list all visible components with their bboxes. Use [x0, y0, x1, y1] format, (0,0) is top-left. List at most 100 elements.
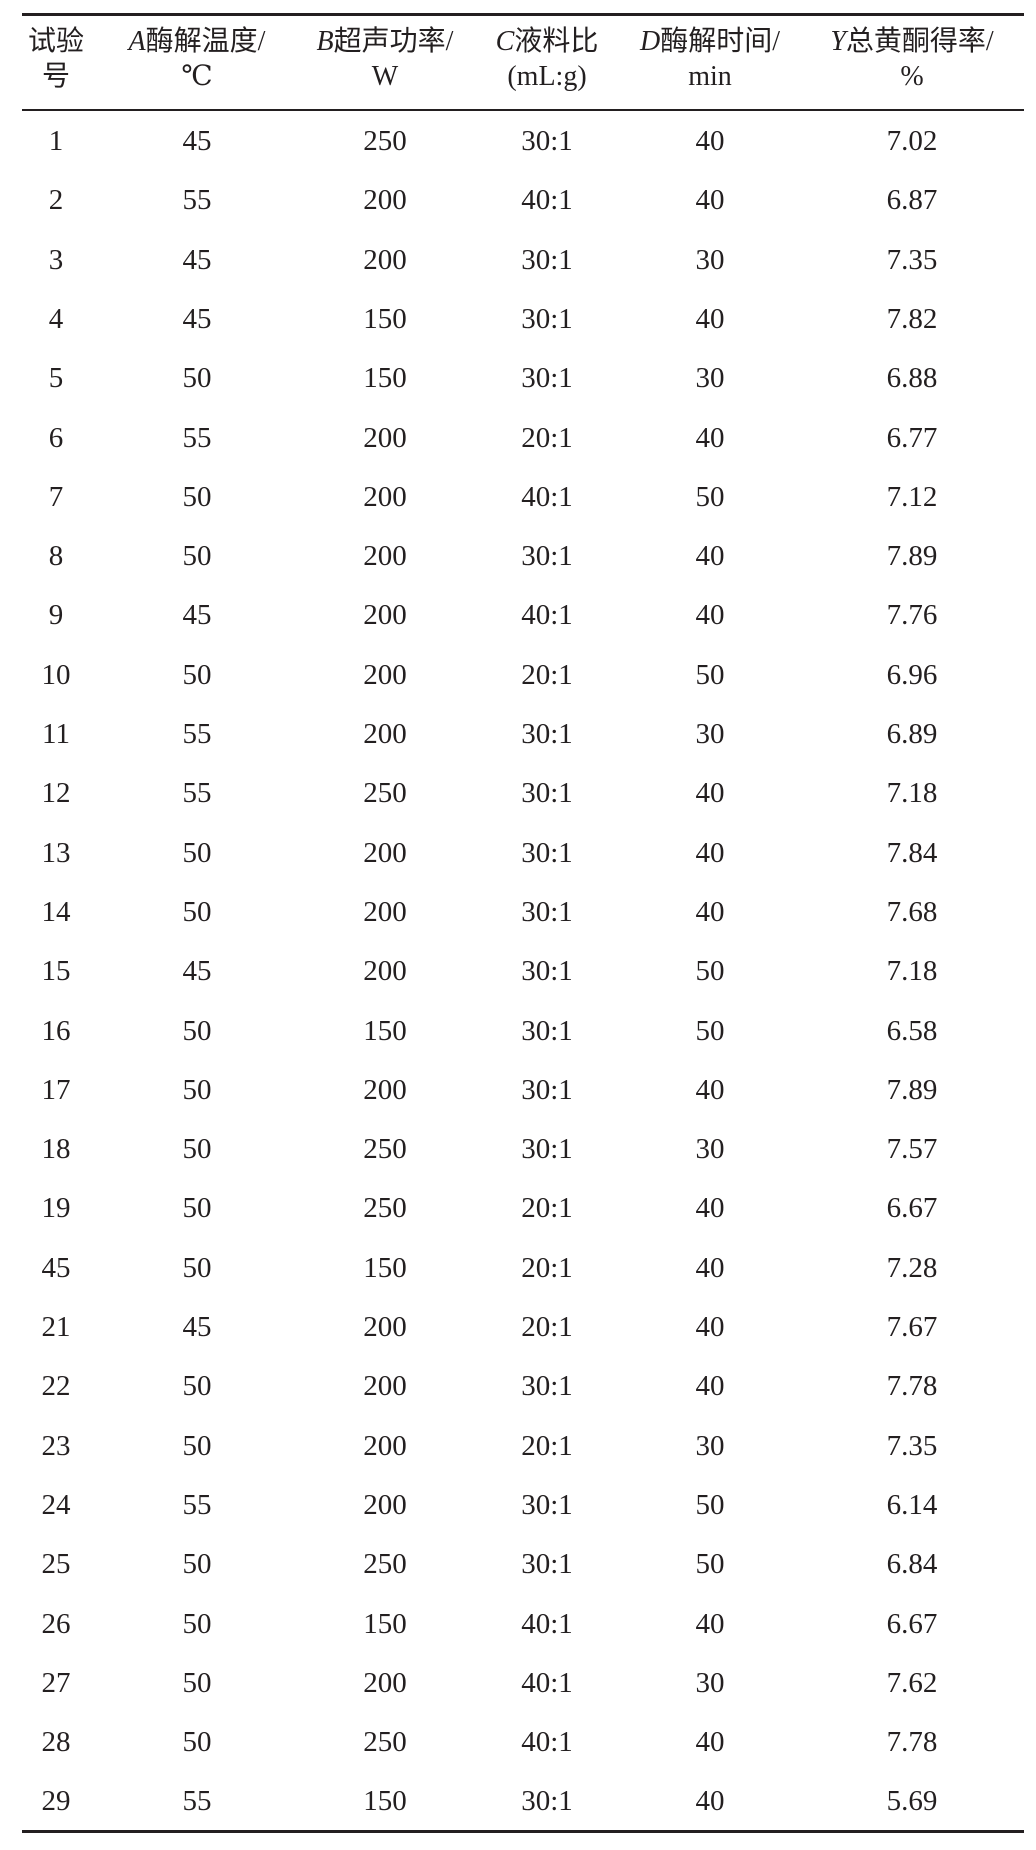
- cell-power: 200: [363, 480, 407, 513]
- cell-trial-no: 5: [48, 362, 64, 395]
- cell-trial-no: 14: [41, 895, 71, 928]
- cell-yield: 7.82: [886, 302, 938, 335]
- header-line2: min: [688, 61, 732, 92]
- cell-power: 250: [363, 777, 407, 810]
- header-line2: W: [371, 61, 399, 92]
- cell-ratio: 30:1: [521, 1073, 573, 1106]
- table-row: 26 50 150 40:1 40 6.67: [0, 1595, 1036, 1654]
- cell-time: 40: [695, 836, 725, 869]
- cell-temperature: 50: [182, 1014, 212, 1047]
- table-top-rule: [22, 13, 1024, 16]
- cell-power: 250: [363, 1548, 407, 1581]
- table-row: 29 55 150 30:1 40 5.69: [0, 1772, 1036, 1831]
- cell-power: 200: [363, 421, 407, 454]
- cell-trial-no: 23: [41, 1429, 71, 1462]
- cell-yield: 6.58: [886, 1014, 938, 1047]
- cell-ratio: 40:1: [521, 1726, 573, 1759]
- cell-time: 40: [695, 1251, 725, 1284]
- cell-power: 250: [363, 1726, 407, 1759]
- header-line2: 号: [41, 61, 71, 92]
- cell-time: 40: [695, 540, 725, 573]
- cell-yield: 7.18: [886, 955, 938, 988]
- table-row: 13 50 200 30:1 40 7.84: [0, 824, 1036, 883]
- cell-ratio: 30:1: [521, 302, 573, 335]
- cell-trial-no: 19: [41, 1192, 71, 1225]
- cell-ratio: 30:1: [521, 1370, 573, 1403]
- cell-temperature: 50: [182, 1192, 212, 1225]
- cell-ratio: 30:1: [521, 1488, 573, 1521]
- cell-time: 40: [695, 1192, 725, 1225]
- cell-trial-no: 11: [42, 718, 70, 750]
- cell-ratio: 20:1: [521, 1192, 573, 1225]
- header-temperature: A酶解温度/ ℃: [129, 24, 266, 94]
- cell-ratio: 40:1: [521, 599, 573, 632]
- table-row: 8 50 200 30:1 40 7.89: [0, 527, 1036, 586]
- table-row: 2 55 200 40:1 40 6.87: [0, 171, 1036, 230]
- table-row: 1 45 250 30:1 40 7.02: [0, 112, 1036, 171]
- table-row: 19 50 250 20:1 40 6.67: [0, 1179, 1036, 1238]
- cell-time: 40: [695, 125, 725, 157]
- cell-ratio: 30:1: [521, 243, 573, 276]
- table-row: 11 55 200 30:1 30 6.89: [0, 705, 1036, 764]
- table-row: 45 50 150 20:1 40 7.28: [0, 1239, 1036, 1298]
- header-line1: 试验: [27, 26, 85, 57]
- header-trial-no: 试验号: [28, 24, 84, 94]
- header-line2: (mL:g): [507, 61, 587, 92]
- cell-yield: 7.78: [886, 1726, 938, 1759]
- header-var: D: [639, 26, 661, 57]
- cell-time: 40: [695, 599, 725, 632]
- cell-yield: 7.89: [886, 540, 938, 573]
- header-time: D酶解时间/min: [640, 24, 780, 94]
- cell-power: 200: [363, 599, 407, 632]
- cell-temperature: 45: [182, 955, 212, 988]
- table-row: 17 50 200 30:1 40 7.89: [0, 1061, 1036, 1120]
- header-var: A: [128, 26, 146, 57]
- cell-time: 30: [695, 243, 725, 276]
- cell-yield: 6.84: [886, 1548, 938, 1581]
- cell-time: 40: [695, 421, 725, 454]
- cell-time: 40: [695, 1370, 725, 1403]
- cell-time: 30: [695, 362, 725, 395]
- header-line1: 酶解时间/: [660, 26, 781, 57]
- cell-temperature: 50: [182, 1133, 212, 1166]
- cell-yield: 7.84: [886, 836, 938, 869]
- cell-temperature: 50: [182, 1726, 212, 1759]
- header-var: Y: [830, 26, 846, 57]
- cell-power: 200: [363, 1429, 407, 1462]
- header-line2: ℃: [181, 61, 213, 92]
- cell-temperature: 50: [182, 362, 212, 395]
- cell-time: 50: [695, 1488, 725, 1521]
- cell-power: 150: [363, 1785, 407, 1818]
- cell-time: 40: [695, 1785, 725, 1818]
- cell-trial-no: 21: [41, 1311, 71, 1343]
- cell-ratio: 40:1: [521, 1666, 573, 1699]
- cell-trial-no: 10: [41, 658, 71, 691]
- cell-time: 30: [695, 1429, 725, 1462]
- cell-trial-no: 9: [48, 599, 64, 632]
- cell-ratio: 40:1: [521, 184, 573, 217]
- table-header-rule: [22, 109, 1024, 111]
- table-row: 21 45 200 20:1 40 7.67: [0, 1298, 1036, 1357]
- cell-time: 40: [695, 1726, 725, 1759]
- cell-yield: 6.88: [886, 362, 938, 395]
- cell-trial-no: 17: [41, 1073, 71, 1106]
- cell-ratio: 30:1: [521, 895, 573, 928]
- cell-time: 30: [695, 1666, 725, 1699]
- cell-time: 40: [695, 1311, 725, 1343]
- cell-trial-no: 4: [48, 302, 64, 335]
- header-line1: 总黄酮得率/: [845, 26, 994, 57]
- cell-trial-no: 15: [41, 955, 71, 988]
- cell-ratio: 30:1: [521, 1785, 573, 1818]
- cell-trial-no: 45: [41, 1251, 71, 1284]
- cell-time: 40: [695, 1073, 725, 1106]
- cell-yield: 6.14: [886, 1488, 938, 1521]
- cell-yield: 6.87: [886, 184, 938, 217]
- cell-time: 50: [695, 1014, 725, 1047]
- cell-trial-no: 18: [41, 1133, 71, 1166]
- cell-trial-no: 1: [48, 125, 64, 157]
- cell-yield: 7.57: [886, 1133, 938, 1166]
- header-line1: 液料比: [514, 26, 599, 57]
- cell-time: 30: [695, 1133, 725, 1166]
- cell-ratio: 40:1: [521, 1607, 573, 1640]
- table-bottom-rule: [22, 1830, 1024, 1833]
